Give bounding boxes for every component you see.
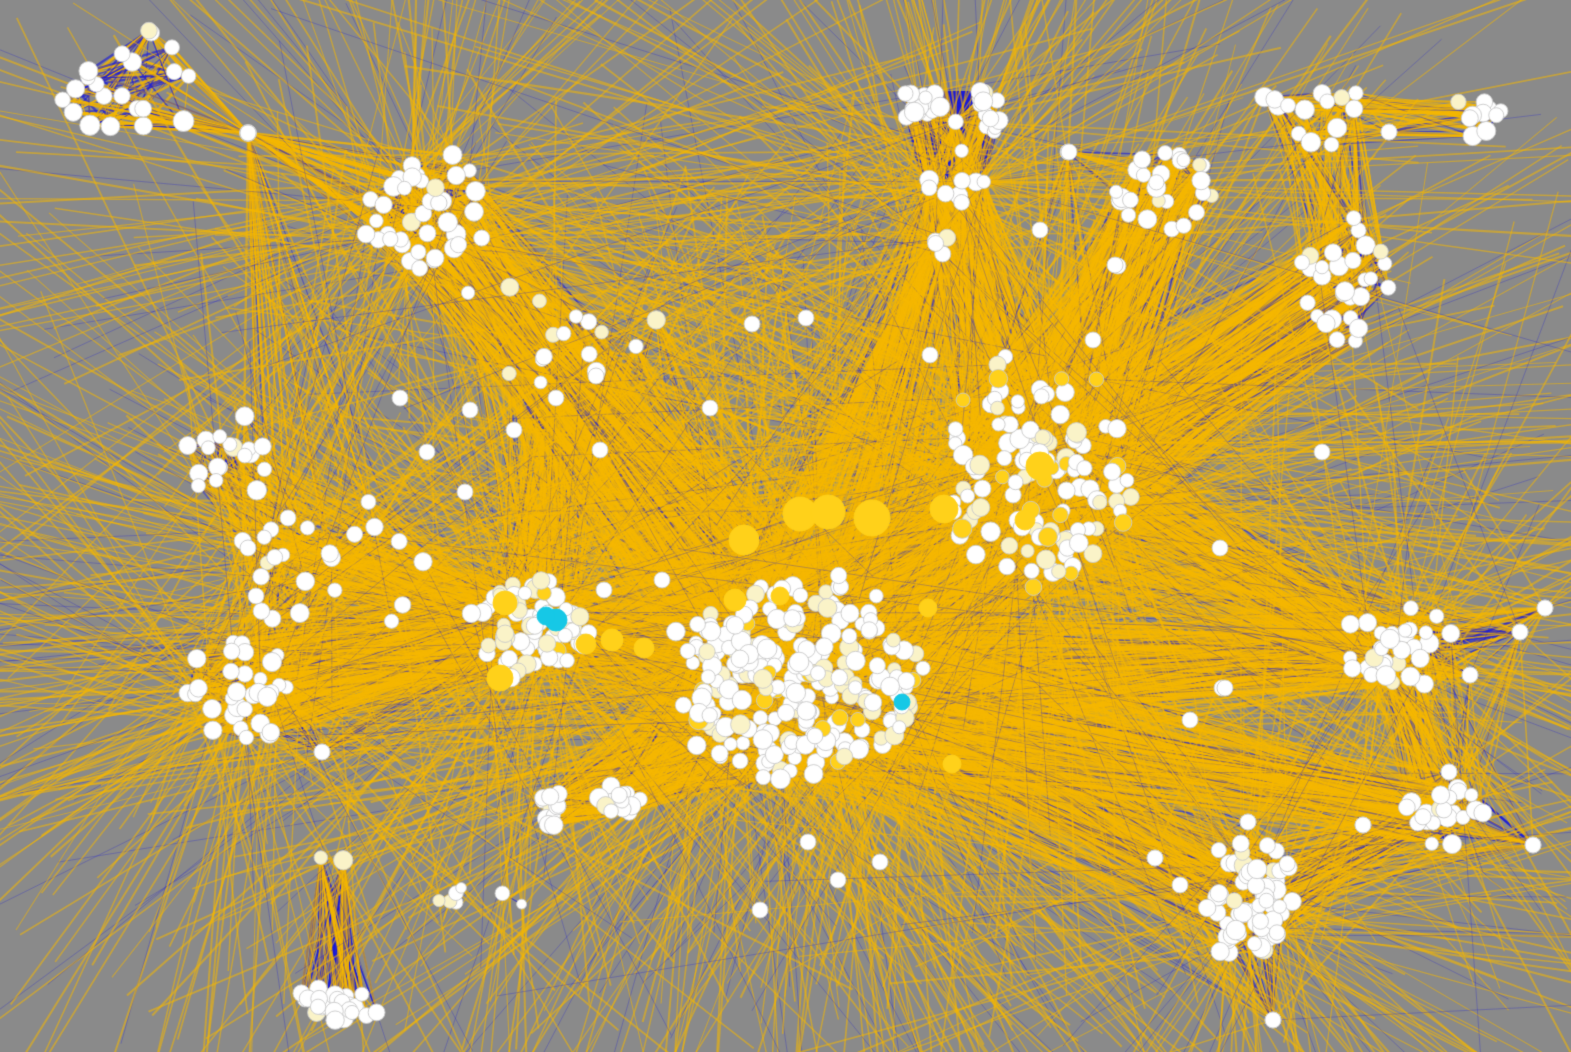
network-graph-canvas[interactable] [0,0,1571,1052]
graph-visualization-stage[interactable] [0,0,1571,1052]
